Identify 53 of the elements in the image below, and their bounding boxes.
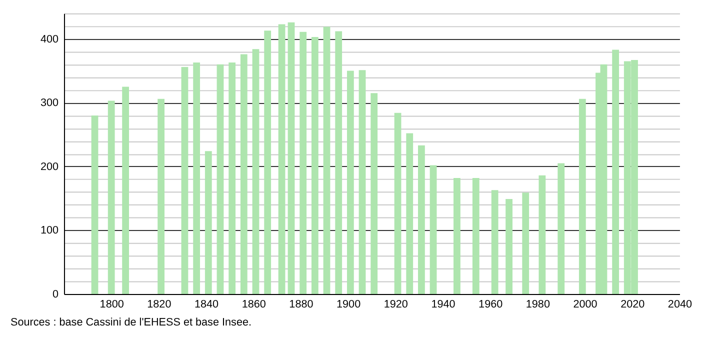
bar (311, 36, 318, 294)
x-tick-label: 1980 (526, 298, 550, 310)
x-tick-label: 1820 (147, 298, 172, 310)
bar (335, 31, 342, 294)
x-tick-label: 1900 (336, 298, 361, 310)
y-tick-label: 200 (40, 160, 59, 173)
bar (491, 190, 498, 294)
bar (108, 100, 115, 294)
source-note: Sources : base Cassini de l'EHESS et base Insee. (10, 316, 252, 329)
bar (346, 70, 354, 294)
x-tick-label: 1860 (242, 298, 266, 310)
bar (288, 22, 295, 294)
bar (418, 145, 425, 294)
bar (558, 163, 565, 294)
x-tick-label: 2000 (573, 298, 598, 310)
bar (300, 32, 307, 294)
bar (522, 192, 530, 294)
bar (472, 178, 480, 294)
bar (278, 24, 286, 294)
x-tick-label: 1960 (478, 298, 503, 310)
x-tick-label: 1880 (289, 298, 314, 310)
bar (370, 93, 378, 294)
x-tick-label: 1800 (100, 298, 124, 310)
bar (394, 112, 402, 294)
bar (406, 133, 414, 294)
y-tick-label: 0 (52, 288, 59, 300)
x-tick-label: 1840 (194, 298, 219, 310)
bar (612, 50, 620, 294)
y-tick-label: 400 (40, 33, 59, 46)
x-tick-label: 1920 (384, 298, 408, 310)
bar (91, 115, 98, 294)
bar (538, 175, 546, 294)
bar (158, 98, 165, 294)
bar (204, 151, 212, 294)
y-tick-label: 300 (40, 97, 59, 110)
bar (193, 62, 200, 294)
bar (264, 30, 272, 294)
x-tick-label: 2040 (668, 298, 692, 310)
bar (216, 64, 224, 294)
bar (240, 54, 248, 294)
bar (122, 86, 129, 294)
bar (323, 26, 330, 294)
bar (358, 70, 366, 294)
bar (578, 98, 586, 294)
bar (181, 66, 188, 294)
bar (252, 49, 260, 294)
bar (454, 178, 460, 294)
y-tick-label: 100 (40, 224, 59, 237)
bar (506, 199, 512, 294)
bar (430, 165, 437, 294)
x-tick-label: 1940 (431, 298, 456, 310)
x-tick-label: 2020 (620, 298, 645, 310)
bar (228, 62, 236, 294)
